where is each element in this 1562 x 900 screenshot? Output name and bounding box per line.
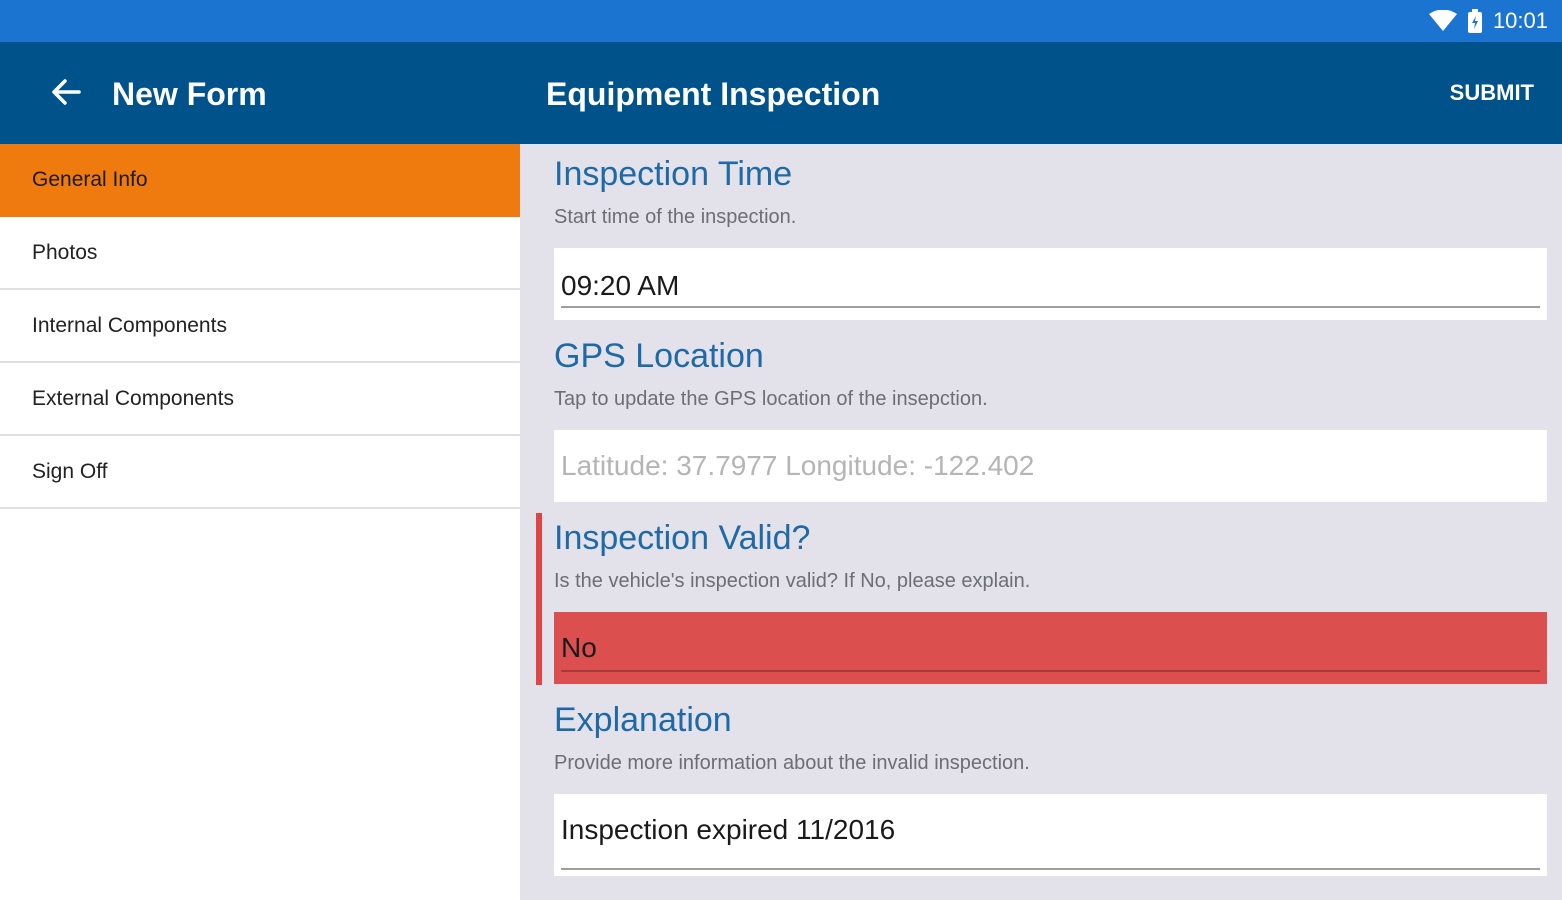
sidebar-item-external-components[interactable]: External Components bbox=[0, 363, 520, 436]
form-title: Equipment Inspection bbox=[546, 76, 881, 112]
section-title: Explanation bbox=[554, 701, 732, 739]
section-description: Start time of the inspection. bbox=[554, 206, 797, 228]
section-description: Provide more information about the inval… bbox=[554, 752, 1030, 774]
sidebar-item-internal-components[interactable]: Internal Components bbox=[0, 290, 520, 363]
explanation-section: Explanation Provide more information abo… bbox=[554, 700, 1547, 896]
section-title: GPS Location bbox=[554, 337, 764, 375]
gps-location-value: Latitude: 37.7977 Longitude: -122.402 bbox=[561, 450, 1035, 481]
inspection-valid-section: Inspection Valid? Is the vehicle's inspe… bbox=[554, 518, 1547, 688]
section-title: Inspection Time bbox=[554, 155, 793, 193]
back-button[interactable] bbox=[46, 76, 86, 112]
status-icons: 10:01 bbox=[1428, 6, 1548, 36]
sidebar-item-general-info[interactable]: General Info bbox=[0, 144, 520, 217]
error-indicator bbox=[536, 513, 542, 685]
inspection-time-value: 09:20 AM bbox=[561, 270, 680, 301]
section-description: Is the vehicle's inspection valid? If No… bbox=[554, 570, 1031, 592]
battery-icon bbox=[1467, 9, 1483, 33]
gps-location-field[interactable]: Latitude: 37.7977 Longitude: -122.402 bbox=[554, 430, 1547, 502]
inspection-time-field[interactable]: 09:20 AM bbox=[554, 248, 1547, 320]
arrow-back-icon bbox=[51, 78, 81, 110]
field-underline bbox=[561, 868, 1540, 870]
sidebar-item-sign-off[interactable]: Sign Off bbox=[0, 436, 520, 509]
explanation-value: Inspection expired 11/2016 bbox=[561, 814, 896, 845]
field-underline bbox=[561, 306, 1540, 308]
form-list-title: New Form bbox=[112, 76, 267, 112]
gps-location-section: GPS Location Tap to update the GPS locat… bbox=[554, 336, 1547, 506]
sidebar: General Info Photos Internal Components … bbox=[0, 144, 520, 900]
submit-button[interactable]: SUBMIT bbox=[1449, 80, 1534, 105]
status-bar: 10:01 bbox=[0, 0, 1562, 42]
inspection-time-section: Inspection Time Start time of the inspec… bbox=[554, 154, 1547, 324]
inspection-valid-field[interactable]: No bbox=[554, 612, 1547, 684]
section-title: Inspection Valid? bbox=[554, 519, 811, 557]
field-underline bbox=[561, 670, 1540, 672]
form-content: Inspection Time Start time of the inspec… bbox=[520, 144, 1562, 900]
sidebar-item-photos[interactable]: Photos bbox=[0, 217, 520, 290]
app-bar: New Form Equipment Inspection SUBMIT bbox=[0, 42, 1562, 144]
section-description: Tap to update the GPS location of the in… bbox=[554, 388, 988, 410]
explanation-field[interactable]: Inspection expired 11/2016 bbox=[554, 794, 1547, 876]
inspection-valid-value: No bbox=[561, 632, 597, 663]
wifi-icon bbox=[1428, 10, 1457, 32]
status-time: 10:01 bbox=[1492, 8, 1548, 33]
